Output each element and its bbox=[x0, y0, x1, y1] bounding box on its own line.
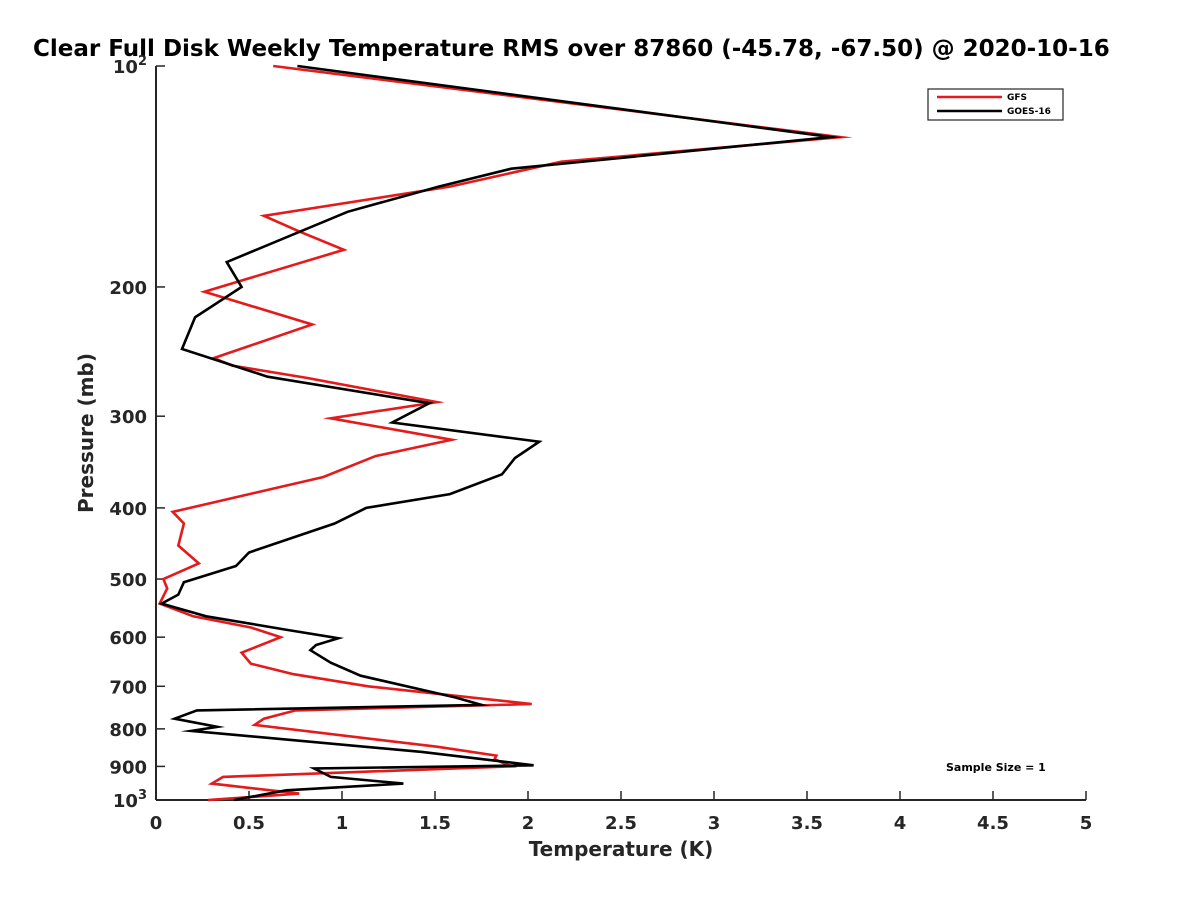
y-tick-label: 600 bbox=[109, 628, 147, 649]
legend-label-gfs: GFS bbox=[1007, 93, 1027, 103]
plot-frame bbox=[155, 66, 1086, 801]
x-tick-label: 1 bbox=[336, 813, 349, 834]
x-tick-label: 4.5 bbox=[977, 813, 1009, 834]
y-tick-label: 200 bbox=[109, 278, 147, 299]
x-axis-label: Temperature (K) bbox=[529, 837, 714, 861]
y-tick-label: 800 bbox=[109, 720, 147, 741]
legend: GFS GOES-16 bbox=[927, 88, 1064, 121]
y-tick-label: 900 bbox=[109, 757, 147, 778]
x-tick-label: 2.5 bbox=[605, 813, 637, 834]
chart-title: Clear Full Disk Weekly Temperature RMS o… bbox=[33, 36, 1110, 62]
x-tick-label: 3.5 bbox=[791, 813, 823, 834]
y-axis-label: Pressure (mb) bbox=[74, 353, 98, 513]
x-tick-label: 0.5 bbox=[233, 813, 265, 834]
y-tick-label: 400 bbox=[109, 499, 147, 520]
series-line-gfs bbox=[157, 64, 853, 802]
legend-label-goes16: GOES-16 bbox=[1007, 107, 1051, 117]
x-tick-label: 5 bbox=[1080, 813, 1093, 834]
series-lines bbox=[157, 64, 853, 802]
y-tick-label: 500 bbox=[109, 570, 147, 591]
series-line-goes-16 bbox=[158, 64, 843, 802]
y-tick-label: 103 bbox=[113, 788, 147, 812]
y-ticks: 102 200 300 400 500 600 700 800 900 103 bbox=[109, 54, 165, 812]
y-tick-label: 700 bbox=[109, 677, 147, 698]
x-tick-label: 1.5 bbox=[419, 813, 451, 834]
y-tick-label: 300 bbox=[109, 407, 147, 428]
y-tick-label: 102 bbox=[113, 54, 147, 78]
legend-box bbox=[927, 88, 1064, 121]
x-tick-label: 3 bbox=[708, 813, 721, 834]
x-ticks: 0 0.5 1 1.5 2 2.5 3 3.5 4 4.5 5 bbox=[150, 791, 1093, 834]
x-tick-label: 0 bbox=[150, 813, 163, 834]
x-tick-label: 4 bbox=[894, 813, 907, 834]
sample-size-annotation: Sample Size = 1 bbox=[946, 761, 1046, 774]
x-tick-label: 2 bbox=[522, 813, 535, 834]
